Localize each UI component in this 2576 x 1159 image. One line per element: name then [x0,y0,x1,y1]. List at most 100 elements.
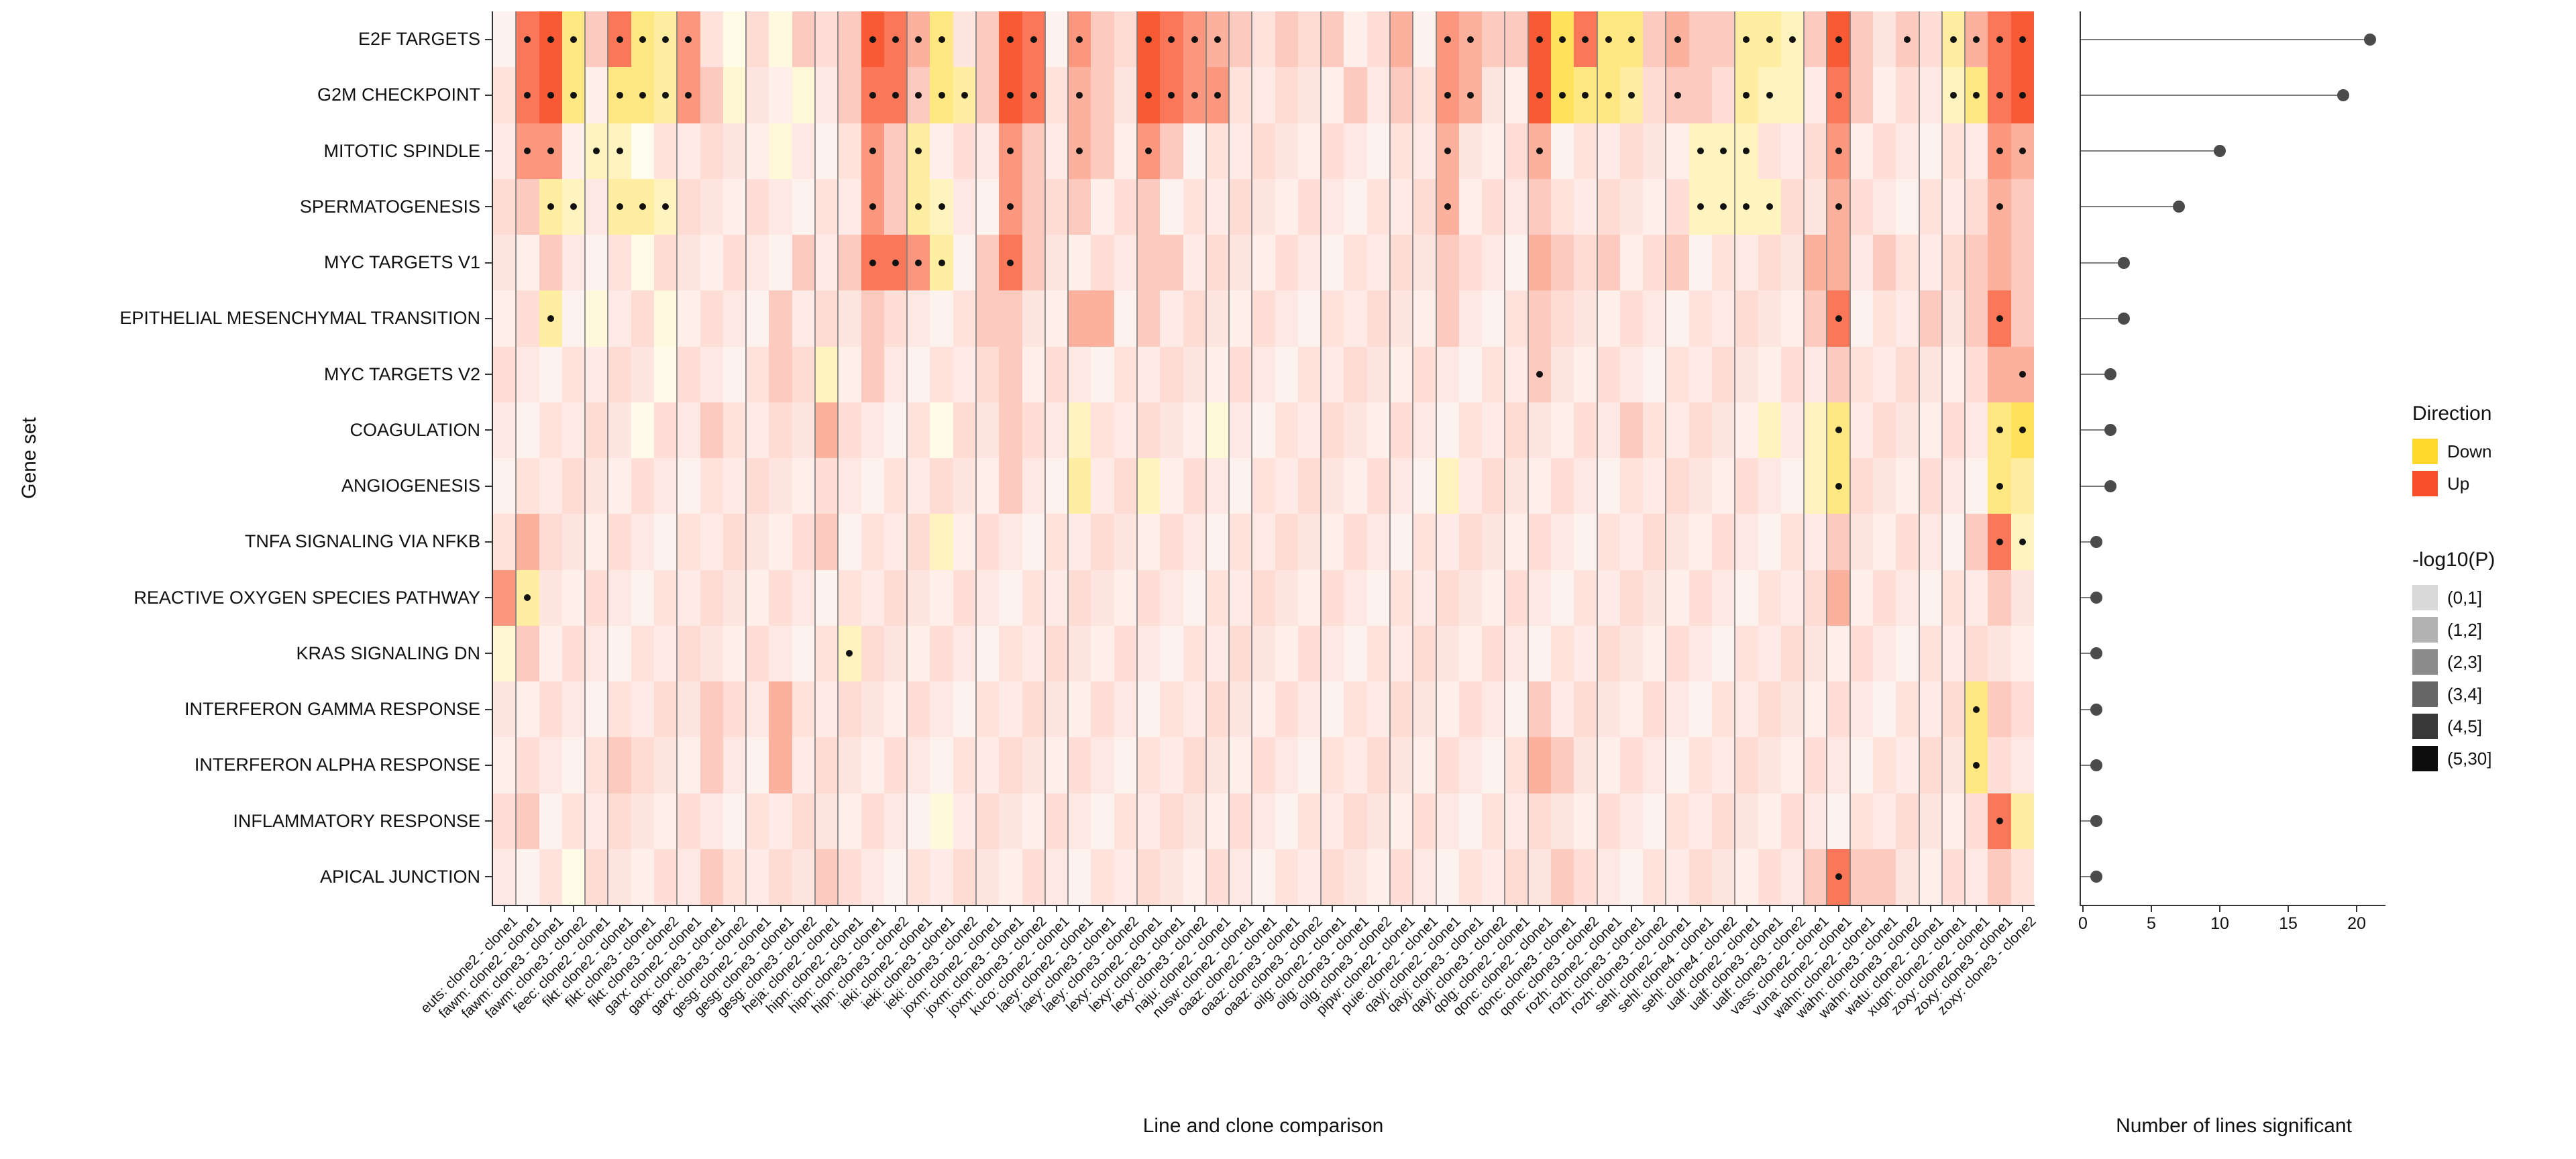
heatmap-cell [1643,737,1666,793]
heatmap-cell [1666,235,1689,291]
heatmap-cell [1849,681,1873,738]
heatmap-cell [585,290,608,347]
heatmap-cell [792,402,815,458]
heatmap-cell [1780,569,1805,626]
heatmap-cell [883,737,908,793]
heatmap-cell [608,793,631,849]
heatmap-cell [1574,67,1597,123]
heatmap-cell [1527,290,1552,347]
gene-set-label: EPITHELIAL MESENCHYMAL TRANSITION [119,308,480,329]
lollipop-tick-label: 15 [2279,914,2298,933]
significance-dot [1996,91,2003,99]
heatmap-cell [1366,458,1391,514]
heatmap-cell [1849,848,1873,905]
heatmap-cell [1896,793,1919,849]
heatmap-cell [631,402,654,458]
heatmap-cell [1252,402,1275,458]
heatmap-cell [746,11,769,68]
heatmap-cell [1527,625,1552,681]
direction-legend-items: Down Up [2412,439,2491,496]
lollipop-dot [2337,89,2349,101]
heatmap-cell [907,569,930,626]
x-tick [573,906,574,912]
x-tick [1768,906,1770,912]
heatmap-cell [1297,458,1322,514]
heatmap-cell [1205,514,1230,570]
heatmap-cell [1436,346,1459,402]
heatmap-cell [1068,848,1091,905]
heatmap-cell [1252,569,1275,626]
significance-dot [1536,148,1543,155]
heatmap-cell [631,67,654,123]
x-tick [1837,906,1839,912]
heatmap-cell [1551,793,1574,849]
heatmap-cell [1735,848,1758,905]
heatmap-cell [1091,178,1114,235]
heatmap-cell [814,11,839,68]
heatmap-cell [1160,67,1183,123]
heatmap-cell [1597,848,1620,905]
heatmap-cell [631,848,654,905]
heatmap-cell [1344,67,1367,123]
heatmap-cell [1873,346,1896,402]
pvalue-legend-item: (5,30] [2412,746,2495,771]
significance-dot [1559,91,1566,99]
heatmap-cell [677,737,700,793]
heatmap-cell [1896,458,1919,514]
x-tick [1102,906,1104,912]
heatmap-cell [493,402,517,458]
heatmap-cell [1688,402,1713,458]
heatmap-cell [769,290,792,347]
significance-dot [1536,371,1543,378]
heatmap-cell [585,514,608,570]
x-tick [1377,906,1379,912]
heatmap-cell [2010,346,2034,402]
heatmap-cell [1183,11,1206,68]
significance-dot [1030,36,1037,43]
heatmap-cell [1252,848,1275,905]
heatmap-cell [1275,848,1298,905]
heatmap-cell [1666,793,1689,849]
heatmap-cell [653,123,678,179]
heatmap-cell [1896,402,1919,458]
x-tick [1010,906,1012,912]
heatmap-cell [883,290,908,347]
heatmap-cell [2010,235,2034,291]
heatmap-cell [2010,11,2034,68]
heatmap-cell [1044,514,1069,570]
heatmap-cell [631,346,654,402]
gene-set-label: G2M CHECKPOINT [317,85,480,105]
heatmap-cell [1458,625,1483,681]
lollipop-dot [2214,145,2226,158]
heatmap-cell [930,737,953,793]
heatmap-cell [1804,737,1827,793]
heatmap-cell [1758,346,1781,402]
x-tick [1746,906,1748,912]
heatmap-cell [1022,346,1045,402]
x-tick [619,906,621,912]
heatmap-cell [585,681,608,738]
pvalue-alpha-swatch [2412,746,2438,771]
heatmap-cell [1044,67,1069,123]
heatmap-cell [539,625,562,681]
x-tick [1515,906,1517,912]
lollipop-x-tick [2288,906,2289,912]
heatmap-cell [677,178,700,235]
y-tick [485,94,492,96]
heatmap-cell [861,346,884,402]
heatmap-cell [1804,178,1827,235]
heatmap-cell [1390,402,1413,458]
heatmap-cell [1505,402,1528,458]
heatmap-cell [653,793,678,849]
heatmap-cell [1068,737,1091,793]
heatmap-cell [1344,458,1367,514]
heatmap-cell [1988,793,2011,849]
heatmap-cell [1205,290,1230,347]
heatmap-cell [1827,458,1850,514]
heatmap-cell [1896,290,1919,347]
heatmap-cell [1873,11,1896,68]
lollipop-dot [2090,592,2103,604]
heatmap-cell [838,290,861,347]
heatmap-cell [1390,514,1413,570]
heatmap-cell [1643,67,1666,123]
